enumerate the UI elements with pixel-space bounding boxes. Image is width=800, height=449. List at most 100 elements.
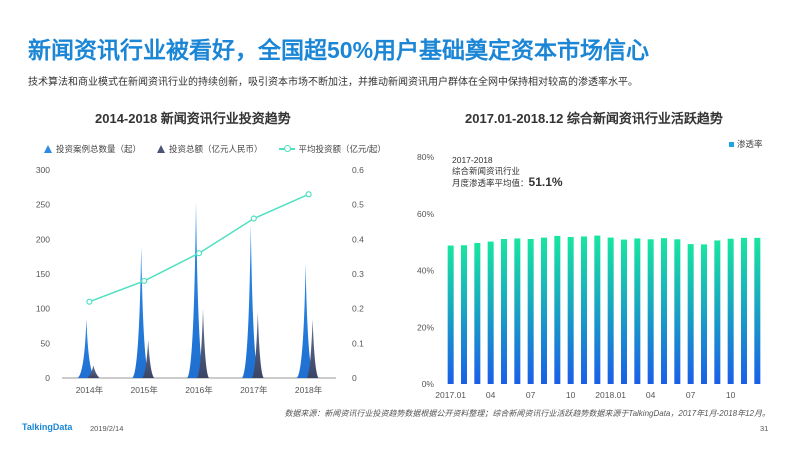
page-title: 新闻资讯行业被看好，全国超50%用户基础奠定资本市场信心 (28, 37, 650, 63)
penetration-bar (474, 242, 481, 384)
average-point (305, 191, 312, 198)
line-legend-icon (278, 145, 295, 152)
penetration-bar (661, 238, 667, 384)
activity-y-tick: 40% (417, 266, 434, 276)
cases-spike (187, 201, 205, 378)
left-y-tick: 300 (36, 165, 50, 175)
penetration-bar (701, 244, 707, 384)
investment-x-tick: 2015年 (130, 385, 158, 395)
left-y-tick: 0 (45, 373, 50, 383)
average-point (195, 250, 203, 257)
activity-x-tick: 07 (686, 390, 696, 400)
footer-date: 2019/2/14 (90, 424, 124, 433)
right-y-tick: 0.1 (352, 338, 364, 348)
amount-spike (251, 312, 264, 378)
investment-x-tick: 2017年 (240, 385, 268, 395)
annotation-line1: 2017-2018 (452, 155, 493, 165)
investment-chart-title: 2014-2018 新闻资讯行业投资趋势 (95, 111, 291, 126)
cases-spike (132, 246, 151, 378)
annotation-line3: 月度渗透率平均值： (452, 178, 529, 188)
penetration-bar (554, 235, 561, 384)
annotation-line2: 综合新闻资讯行业 (452, 166, 521, 176)
activity-x-tick: 10 (726, 390, 736, 400)
investment-legend: 投资案例总数量（起） 投资总额（亿元人民币） 平均投资额（亿元/起） (44, 143, 386, 155)
penetration-bar (714, 240, 721, 384)
left-y-tick: 50 (41, 338, 51, 348)
legend-average-label: 平均投资额（亿元/起） (298, 144, 386, 154)
average-line (89, 193, 309, 303)
right-y-tick: 0.5 (352, 200, 364, 210)
page-subtitle: 技术算法和商业模式在新闻资讯行业的持续创新，吸引资本市场不断加注，并推动新闻资讯… (28, 77, 638, 88)
legend-cases: 投资案例总数量（起） (44, 143, 141, 155)
activity-x-tick: 2017.01 (435, 390, 466, 400)
penetration-bar (581, 236, 587, 384)
square-legend-icon (729, 141, 734, 147)
penetration-bar (527, 239, 534, 384)
penetration-bar (567, 237, 574, 384)
legend-cases-label: 投资案例总数量（起） (56, 144, 142, 154)
activity-x-tick: 04 (646, 390, 656, 400)
penetration-bar (594, 235, 601, 384)
penetration-bar (754, 237, 761, 384)
amount-spike (142, 339, 155, 378)
left-y-tick: 200 (36, 234, 50, 244)
penetration-bar (741, 237, 747, 384)
penetration-bar (541, 237, 547, 384)
penetration-bar (514, 238, 521, 384)
right-y-tick: 0.6 (352, 165, 364, 175)
average-point (250, 215, 257, 222)
average-point (141, 277, 148, 285)
data-source-note: 数据来源：新闻资讯行业投资趋势数据根据公开资料整理；综合新闻资讯行业活跃趋势数据… (284, 409, 770, 418)
average-point (86, 298, 93, 305)
activity-legend: 渗透率 (729, 138, 763, 150)
activity-chart: 0% 20% 40% 60% 80% 2017.01 04 07 10 2018.01 04 07 10 (417, 152, 761, 400)
investment-x-tick: 2014年 (76, 385, 104, 395)
activity-x-tick: 07 (526, 390, 536, 400)
penetration-bar (647, 239, 654, 384)
investment-x-tick: 2018年 (295, 385, 323, 395)
legend-amount-label: 投资总额（亿元人民币） (169, 144, 263, 154)
right-y-tick: 0.4 (352, 234, 364, 244)
activity-y-tick: 20% (417, 322, 434, 332)
penetration-bar (447, 245, 454, 384)
legend-amount: 投资总额（亿元人民币） (157, 143, 263, 155)
left-y-tick: 150 (36, 269, 50, 279)
activity-chart-title: 2017.01-2018.12 综合新闻资讯行业活跃趋势 (465, 111, 723, 126)
penetration-bar (607, 237, 614, 384)
activity-legend-label: 渗透率 (737, 139, 763, 149)
amount-legend-icon (157, 145, 166, 153)
amount-spike (197, 308, 209, 378)
activity-x-tick: 10 (566, 390, 576, 400)
penetration-annotation: 2017-2018 综合新闻资讯行业 月度渗透率平均值：51.1% (452, 155, 563, 189)
cases-legend-icon (44, 145, 52, 153)
penetration-bar (501, 239, 507, 384)
penetration-bar (687, 244, 694, 384)
right-y-tick: 0.3 (352, 269, 364, 279)
cases-spike (77, 319, 96, 378)
page-number: 31 (760, 424, 769, 433)
activity-y-tick: 80% (417, 152, 434, 162)
penetration-bar (621, 239, 627, 384)
cases-spike (296, 263, 315, 378)
penetration-bar (727, 238, 734, 384)
legend-average: 平均投资额（亿元/起） (278, 143, 386, 155)
talkingdata-logo: TalkingData (22, 422, 73, 432)
annotation-value: 51.1% (528, 175, 563, 189)
activity-x-tick: 04 (486, 390, 496, 400)
activity-x-tick: 2018.01 (595, 390, 626, 400)
investment-x-tick: 2016年 (185, 385, 213, 395)
penetration-bar (487, 241, 494, 384)
activity-y-tick: 0% (422, 379, 435, 389)
right-y-tick: 0.2 (352, 304, 364, 314)
penetration-bar (634, 238, 641, 384)
amount-spike (306, 319, 319, 378)
left-y-tick: 100 (36, 304, 50, 314)
investment-chart: 0 50 100 150 200 250 300 0 0.1 0.2 0.3 0.4 0.5 0.6 201… (36, 165, 364, 395)
activity-y-tick: 60% (417, 209, 434, 219)
right-y-tick: 0 (352, 373, 357, 383)
amount-spike (87, 365, 100, 378)
left-y-tick: 250 (36, 200, 50, 210)
penetration-bar (461, 245, 467, 384)
penetration-bar (674, 239, 681, 384)
